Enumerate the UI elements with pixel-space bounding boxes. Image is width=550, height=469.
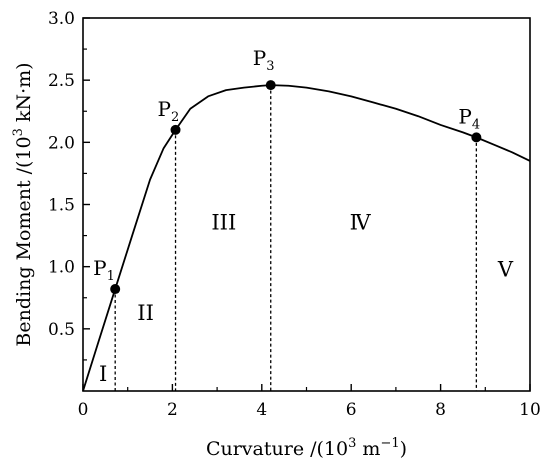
curve-layer <box>82 84 531 392</box>
x-axis-title: Curvature /(103 m−1) <box>206 436 407 460</box>
y-tick-label: 3.0 <box>48 9 75 29</box>
y-tick-label: 0.5 <box>48 320 75 340</box>
x-tick-label: 10 <box>519 400 541 420</box>
guide-lines <box>114 85 478 391</box>
point-p1 <box>110 284 121 295</box>
plot-frame <box>82 17 531 392</box>
y-tick-label: 1.0 <box>48 258 75 278</box>
x-tick-label: 8 <box>435 400 446 420</box>
moment-curvature-line <box>82 84 531 392</box>
point-p2 <box>170 124 181 135</box>
y-tick-label: 1.5 <box>48 196 75 216</box>
point-label-p4: P4 <box>458 104 480 132</box>
x-tick-label: 4 <box>256 400 267 420</box>
point-label-p3: P3 <box>253 46 275 74</box>
point-label-p2: P2 <box>158 97 180 125</box>
point-p3 <box>265 80 276 91</box>
x-tick-label: 6 <box>346 400 357 420</box>
y-tick-label: 2.5 <box>48 71 75 91</box>
region-label-5: V <box>497 258 514 282</box>
y-tick-label: 2.0 <box>48 133 75 153</box>
ticks-layer: 0 2 4 6 8 10 0.5 1.0 1.5 2.0 2.5 3.0 <box>48 9 541 420</box>
point-label-p1: P1 <box>93 256 115 284</box>
region-label-3: III <box>211 210 236 234</box>
point-p4 <box>471 132 482 143</box>
points-layer: P1 P2 P3 P4 <box>93 46 482 295</box>
region-label-1: I <box>99 362 107 386</box>
region-label-2: II <box>137 301 154 325</box>
y-axis-title: Bending Moment /(103 kN·m) <box>11 62 35 346</box>
region-label-4: Ⅳ <box>350 210 372 234</box>
x-tick-label: 0 <box>78 400 89 420</box>
x-tick-label: 2 <box>167 400 178 420</box>
